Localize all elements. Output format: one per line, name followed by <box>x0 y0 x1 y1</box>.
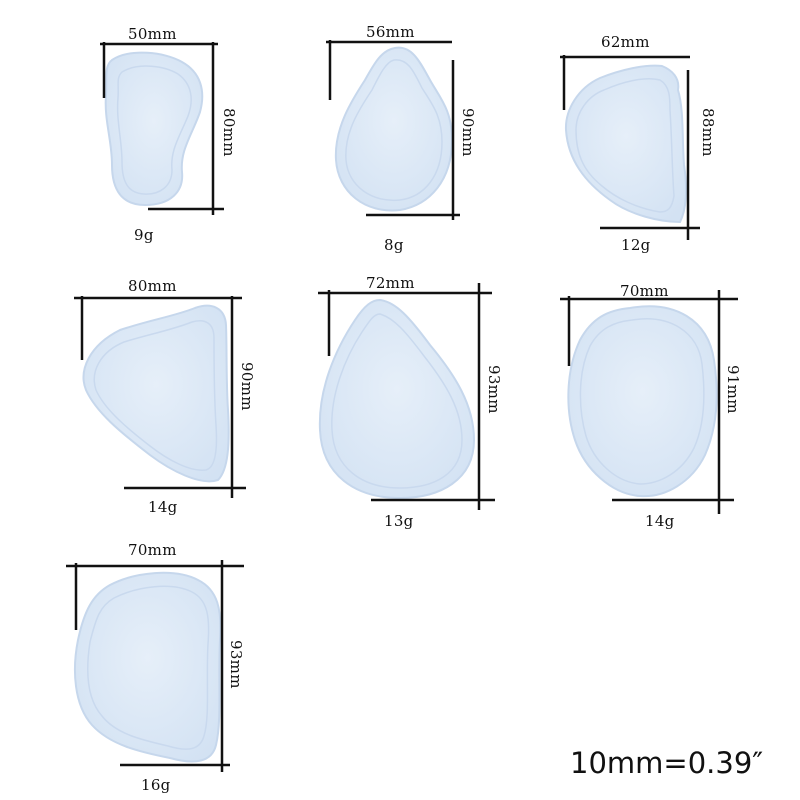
pad-4-height-label: 90mm <box>238 362 256 411</box>
pad-4-width-label: 80mm <box>128 277 177 295</box>
pad-2-dimension-lines <box>326 40 460 220</box>
pad-5-width-label: 72mm <box>366 274 415 292</box>
pad-3-weight-label: 12g <box>621 236 651 254</box>
pad-4-shape <box>82 304 230 483</box>
pad-2-height-label: 90mm <box>459 108 477 157</box>
pad-3-dimension-lines <box>560 55 700 240</box>
pad-5-dimension-lines <box>318 283 495 510</box>
scale-conversion-note: 10mm=0.39″ <box>570 746 764 780</box>
pad-7-shape <box>73 571 222 763</box>
pad-3-width-label: 62mm <box>601 33 650 51</box>
pad-2-weight-label: 8g <box>384 236 404 254</box>
pad-2-shape <box>334 46 454 212</box>
pad-6-dimension-lines <box>560 290 738 514</box>
pad-1-shape <box>104 51 204 207</box>
pad-4-dimension-lines <box>74 296 246 498</box>
pad-4-weight-label: 14g <box>148 498 178 516</box>
pad-7-dimension-lines <box>66 560 244 772</box>
pad-1-width-label: 50mm <box>128 25 177 43</box>
pad-3-height-label: 88mm <box>699 108 717 157</box>
pad-7-height-label: 93mm <box>227 640 245 689</box>
pad-7-width-label: 70mm <box>128 541 177 559</box>
pad-5-weight-label: 13g <box>384 512 414 530</box>
pad-1-dimension-lines <box>100 42 224 215</box>
pad-6-shape <box>567 305 718 498</box>
pad-5-height-label: 93mm <box>485 365 503 414</box>
pad-3-shape <box>564 64 688 224</box>
pad-6-weight-label: 14g <box>645 512 675 530</box>
pad-6-height-label: 91mm <box>724 365 742 414</box>
pad-1-height-label: 80mm <box>220 108 238 157</box>
pad-2-width-label: 56mm <box>366 23 415 41</box>
pad-1-weight-label: 9g <box>134 226 154 244</box>
pad-6-width-label: 70mm <box>620 282 669 300</box>
pad-7-weight-label: 16g <box>141 776 171 794</box>
pad-5-shape <box>318 298 476 500</box>
